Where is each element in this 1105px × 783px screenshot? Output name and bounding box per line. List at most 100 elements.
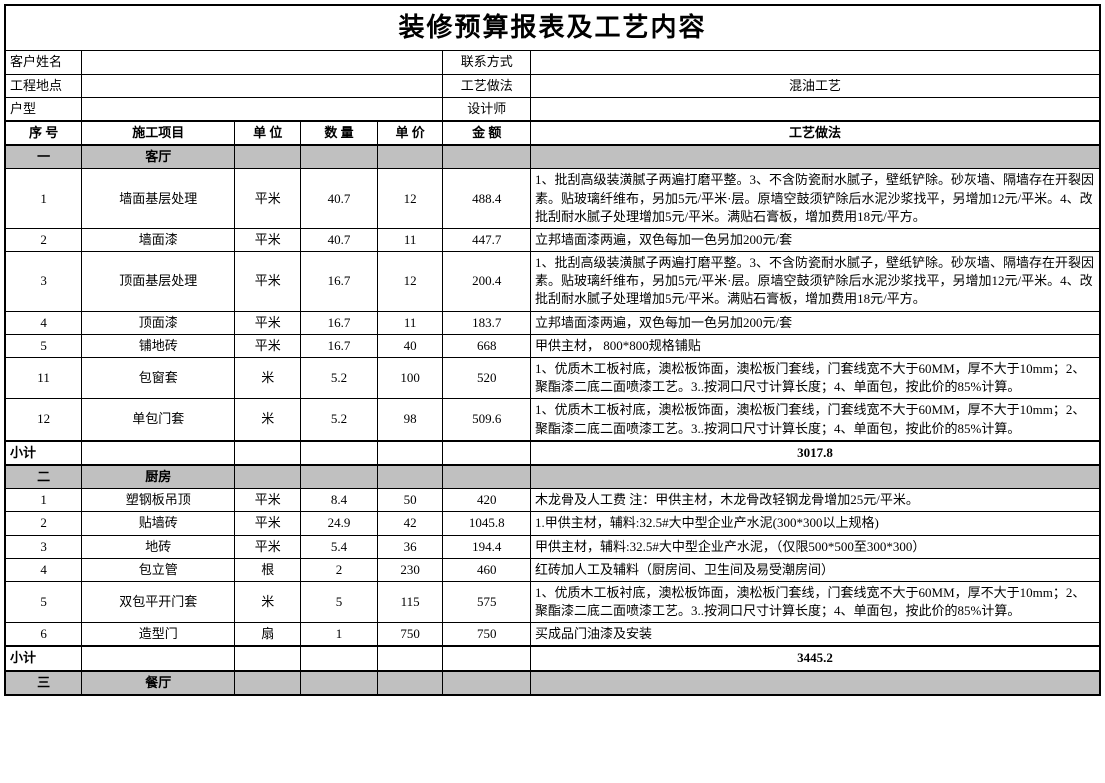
page-title: 装修预算报表及工艺内容 [5, 5, 1100, 51]
cell-seq: 4 [5, 558, 82, 581]
col-qty: 数 量 [301, 121, 378, 145]
section-name: 客厅 [82, 145, 235, 169]
cell-method: 立邦墙面漆两遍，双色每加一色另加200元/套 [531, 228, 1100, 251]
cell-qty: 24.9 [301, 512, 378, 535]
cell-item: 包窗套 [82, 358, 235, 399]
value-contact [531, 51, 1100, 74]
cell-amount: 183.7 [443, 311, 531, 334]
cell-method: 甲供主材， 800*800规格铺贴 [531, 334, 1100, 357]
col-seq: 序 号 [5, 121, 82, 145]
cell-price: 12 [377, 252, 443, 312]
col-method: 工艺做法 [531, 121, 1100, 145]
subtotal-value: 3445.2 [531, 646, 1100, 670]
cell-amount: 1045.8 [443, 512, 531, 535]
cell-seq: 2 [5, 228, 82, 251]
section-no: 一 [5, 145, 82, 169]
cell-item: 双包平开门套 [82, 581, 235, 622]
cell-seq: 6 [5, 623, 82, 647]
cell-price: 750 [377, 623, 443, 647]
cell-price: 36 [377, 535, 443, 558]
cell-unit: 平米 [235, 334, 301, 357]
cell-price: 230 [377, 558, 443, 581]
cell-unit: 扇 [235, 623, 301, 647]
cell-method: 1、优质木工板衬底，澳松板饰面，澳松板门套线，门套线宽不大于60MM，厚不大于1… [531, 358, 1100, 399]
cell-seq: 12 [5, 399, 82, 441]
cell-price: 115 [377, 581, 443, 622]
cell-amount: 488.4 [443, 169, 531, 229]
cell-unit: 根 [235, 558, 301, 581]
cell-unit: 米 [235, 581, 301, 622]
cell-unit: 平米 [235, 512, 301, 535]
cell-method: 1、批刮高级装潢腻子两遍打磨平整。3、不含防瓷耐水腻子，壁纸铲除。砂灰墙、隔墙存… [531, 252, 1100, 312]
cell-unit: 平米 [235, 252, 301, 312]
cell-seq: 3 [5, 252, 82, 312]
col-unit: 单 位 [235, 121, 301, 145]
col-price: 单 价 [377, 121, 443, 145]
cell-price: 42 [377, 512, 443, 535]
cell-seq: 5 [5, 581, 82, 622]
col-item: 施工项目 [82, 121, 235, 145]
cell-qty: 2 [301, 558, 378, 581]
cell-seq: 5 [5, 334, 82, 357]
cell-item: 顶面漆 [82, 311, 235, 334]
cell-item: 顶面基层处理 [82, 252, 235, 312]
cell-amount: 520 [443, 358, 531, 399]
cell-method: 买成品门油漆及安装 [531, 623, 1100, 647]
cell-method: 1、优质木工板衬底，澳松板饰面，澳松板门套线，门套线宽不大于60MM，厚不大于1… [531, 581, 1100, 622]
cell-seq: 11 [5, 358, 82, 399]
cell-method: 立邦墙面漆两遍，双色每加一色另加200元/套 [531, 311, 1100, 334]
cell-method: 1、优质木工板衬底，澳松板饰面，澳松板门套线，门套线宽不大于60MM，厚不大于1… [531, 399, 1100, 441]
cell-method: 甲供主材，辅料:32.5#大中型企业产水泥，（仅限500*500至300*300… [531, 535, 1100, 558]
cell-unit: 平米 [235, 311, 301, 334]
cell-qty: 5.2 [301, 399, 378, 441]
cell-amount: 509.6 [443, 399, 531, 441]
value-designer [531, 97, 1100, 121]
section-no: 三 [5, 671, 82, 695]
cell-qty: 1 [301, 623, 378, 647]
label-craft: 工艺做法 [443, 74, 531, 97]
cell-item: 贴墙砖 [82, 512, 235, 535]
cell-amount: 447.7 [443, 228, 531, 251]
cell-qty: 16.7 [301, 334, 378, 357]
cell-unit: 平米 [235, 535, 301, 558]
cell-unit: 平米 [235, 228, 301, 251]
value-craft: 混油工艺 [531, 74, 1100, 97]
cell-item: 包立管 [82, 558, 235, 581]
label-location: 工程地点 [5, 74, 82, 97]
label-house: 户型 [5, 97, 82, 121]
cell-amount: 460 [443, 558, 531, 581]
cell-amount: 575 [443, 581, 531, 622]
cell-price: 12 [377, 169, 443, 229]
value-house [82, 97, 443, 121]
value-location [82, 74, 443, 97]
cell-item: 塑钢板吊顶 [82, 489, 235, 512]
cell-qty: 40.7 [301, 228, 378, 251]
cell-price: 98 [377, 399, 443, 441]
cell-method: 1、批刮高级装潢腻子两遍打磨平整。3、不含防瓷耐水腻子，壁纸铲除。砂灰墙、隔墙存… [531, 169, 1100, 229]
cell-qty: 40.7 [301, 169, 378, 229]
cell-amount: 194.4 [443, 535, 531, 558]
cell-price: 40 [377, 334, 443, 357]
cell-qty: 5.4 [301, 535, 378, 558]
label-customer: 客户姓名 [5, 51, 82, 74]
cell-item: 单包门套 [82, 399, 235, 441]
cell-unit: 平米 [235, 169, 301, 229]
cell-method: 红砖加人工及辅料（厨房间、卫生间及易受潮房间） [531, 558, 1100, 581]
cell-item: 墙面基层处理 [82, 169, 235, 229]
cell-qty: 5 [301, 581, 378, 622]
cell-amount: 668 [443, 334, 531, 357]
cell-item: 造型门 [82, 623, 235, 647]
cell-seq: 1 [5, 169, 82, 229]
cell-seq: 1 [5, 489, 82, 512]
cell-price: 100 [377, 358, 443, 399]
section-name: 餐厅 [82, 671, 235, 695]
cell-qty: 8.4 [301, 489, 378, 512]
cell-qty: 16.7 [301, 311, 378, 334]
cell-item: 铺地砖 [82, 334, 235, 357]
cell-qty: 5.2 [301, 358, 378, 399]
cell-price: 11 [377, 311, 443, 334]
cell-method: 1.甲供主材，辅料:32.5#大中型企业产水泥(300*300以上规格) [531, 512, 1100, 535]
cell-amount: 750 [443, 623, 531, 647]
cell-qty: 16.7 [301, 252, 378, 312]
cell-unit: 米 [235, 399, 301, 441]
